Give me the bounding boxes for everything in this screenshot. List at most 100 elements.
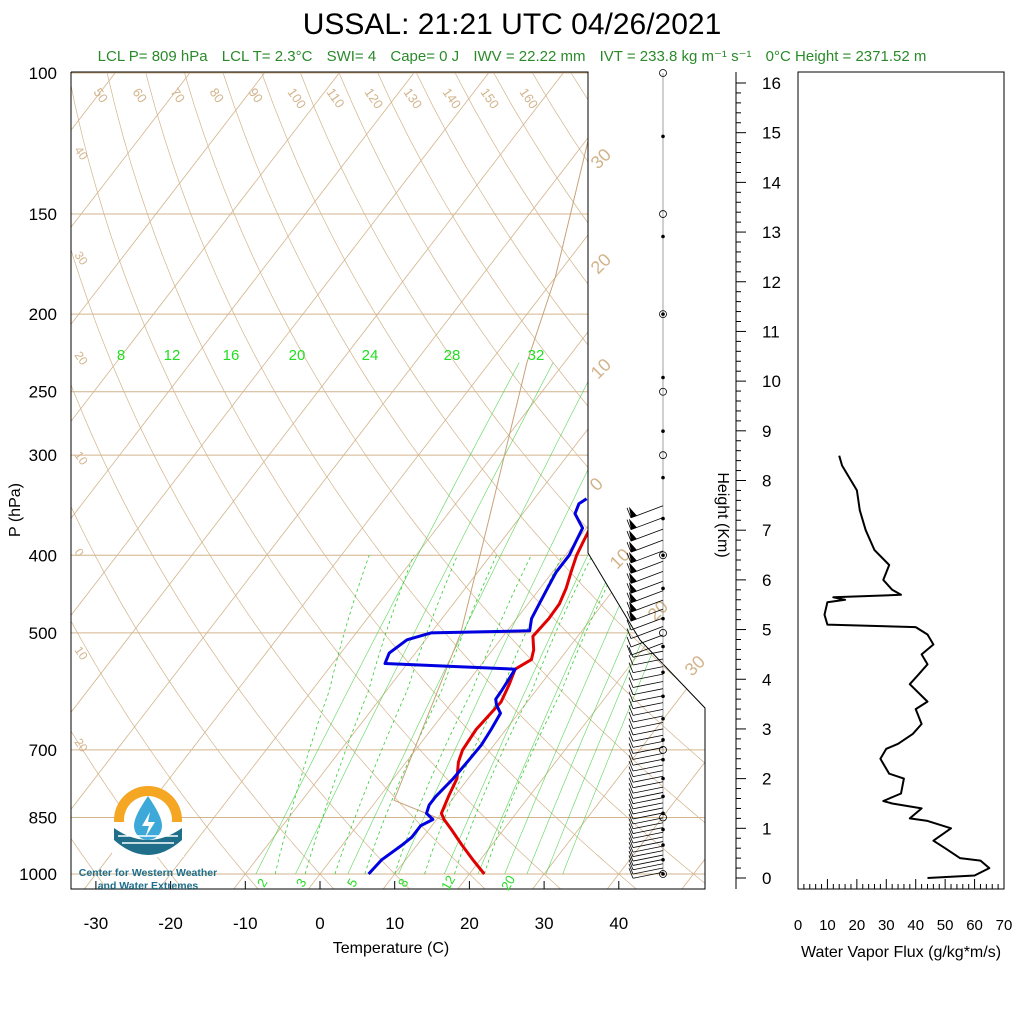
barb-calm-circle: [659, 451, 667, 460]
wind-barb: [632, 695, 664, 703]
x-tick-label: 0: [315, 914, 324, 933]
dry-adiabat-label: 130: [401, 85, 426, 111]
wind-barb: [632, 770, 664, 778]
isotherm-line: [382, 470, 705, 889]
flux-x-tick-label: 30: [878, 917, 895, 934]
wind-barb-flag: [626, 628, 632, 639]
isotherm-label-left: 20: [72, 349, 91, 368]
wind-barb: [632, 807, 664, 815]
wind-barb-flag: [626, 519, 632, 530]
moist-adiabat-line: [274, 555, 370, 875]
page-title: USSAL: 21:21 UTC 04/26/2021: [302, 8, 722, 41]
flux-x-tick-label: 70: [996, 917, 1013, 934]
mixing-ratio-label: 12: [164, 347, 181, 364]
pressure-tick-label: 200: [29, 305, 57, 324]
logo-text-line1: Center for Western Weather: [79, 867, 217, 879]
wind-barb: [632, 863, 664, 871]
wind-barb-flag: [628, 788, 634, 799]
wind-barb-flag: [628, 724, 634, 736]
wind-barb-flag: [628, 691, 634, 702]
plot-mask: [588, 72, 707, 708]
dry-adiabat-line: [145, 72, 705, 884]
wind-barb-flag: [628, 868, 634, 879]
wind-barb-flag: [626, 610, 632, 622]
wind-barb: [632, 836, 664, 844]
pressure-tick-label: 850: [29, 808, 57, 827]
isotherm-line: [71, 72, 490, 616]
dry-adiabat-line: [183, 72, 705, 824]
dry-adiabat-label: 160: [517, 85, 542, 111]
wind-barb: [632, 831, 664, 839]
wind-barb-flag: [628, 863, 634, 875]
mixing-ratio-label: 28: [444, 347, 461, 364]
height-tick-label: 13: [762, 223, 781, 242]
skew-series: [367, 136, 607, 876]
mixing-ratio-label: 20: [289, 347, 306, 364]
isotherm-line: [71, 72, 416, 519]
x-tick-label: 30: [535, 914, 554, 933]
barb-dot: [661, 234, 665, 239]
barb-dot: [661, 644, 665, 649]
barb-dot: [661, 616, 665, 621]
dewpoint-line: [367, 497, 588, 876]
wind-barb-flag: [628, 698, 634, 709]
wind-barb: [632, 722, 664, 729]
wind-barb: [632, 817, 664, 825]
swi-value: SWI= 4: [326, 48, 377, 65]
wind-barb: [632, 666, 664, 674]
mixing-ratio-label: 24: [362, 347, 379, 364]
wind-barb-flag: [628, 670, 634, 681]
wind-barb-flag: [628, 684, 634, 695]
isotherm-label-left: 20: [72, 736, 91, 755]
moist-adiabat-line: [304, 555, 415, 875]
wind-barb-flag: [626, 636, 632, 648]
mixing-ratio-line: [347, 362, 598, 875]
flux-frame: [797, 71, 1005, 890]
height-tick-label: 3: [762, 720, 771, 739]
wind-barb-flag: [626, 601, 632, 613]
dry-adiabat-label: 120: [362, 85, 387, 111]
wind-barb-flag: [628, 772, 634, 783]
barb-calm-circle: [659, 551, 667, 560]
isotherm-line: [71, 72, 192, 228]
mixing-ratio-line: [562, 528, 705, 875]
wind-barb: [630, 642, 664, 656]
wind-barb: [632, 708, 664, 716]
wind-barb: [632, 792, 664, 799]
wind-barb: [632, 715, 664, 723]
dry-adiabat-label: 100: [285, 85, 310, 111]
wind-barb: [632, 786, 664, 794]
mixing-ratio-label: 5: [344, 876, 361, 890]
barb-calm-circle: [659, 628, 667, 637]
barb-calm-circle: [659, 813, 667, 822]
flux-x-axis-label: Water Vapor Flux (g/kg*m/s): [801, 944, 1001, 961]
stats-line: LCL P= 809 hPa LCL T= 2.3°C SWI= 4 Cape=…: [0, 47, 1024, 65]
wind-barb-flag: [628, 777, 634, 788]
barb-dot: [661, 694, 665, 699]
dry-adiabat-line: [299, 72, 705, 648]
dry-adiabat-label: 70: [168, 85, 189, 105]
moist-adiabat-line: [364, 555, 497, 875]
wind-barb: [632, 658, 664, 666]
moist-adiabat-line: [424, 555, 563, 875]
flux-series-group: [823, 455, 991, 879]
dry-adiabat-line: [222, 72, 705, 764]
dry-adiabat-label: 90: [246, 85, 267, 105]
freezing-level: 0°C Height = 2371.52 m: [765, 48, 927, 65]
wind-barb: [632, 758, 664, 766]
barb-calm-circle: [659, 210, 667, 218]
wind-barb-flag: [626, 583, 632, 594]
wind-barb-flag: [628, 798, 634, 809]
wind-barb: [632, 728, 664, 736]
wind-barb-flag: [628, 828, 634, 839]
wind-barb-flag: [626, 530, 632, 542]
flux-x-tick-label: 0: [794, 917, 802, 934]
height-tick-label: 4: [762, 670, 771, 689]
flux-x-tick-label: 40: [907, 917, 924, 934]
barb-dot: [661, 716, 665, 721]
wind-barb: [632, 802, 664, 810]
height-tick-label: 10: [762, 372, 781, 391]
barb-dot: [661, 670, 665, 675]
barb-dot: [661, 794, 665, 799]
